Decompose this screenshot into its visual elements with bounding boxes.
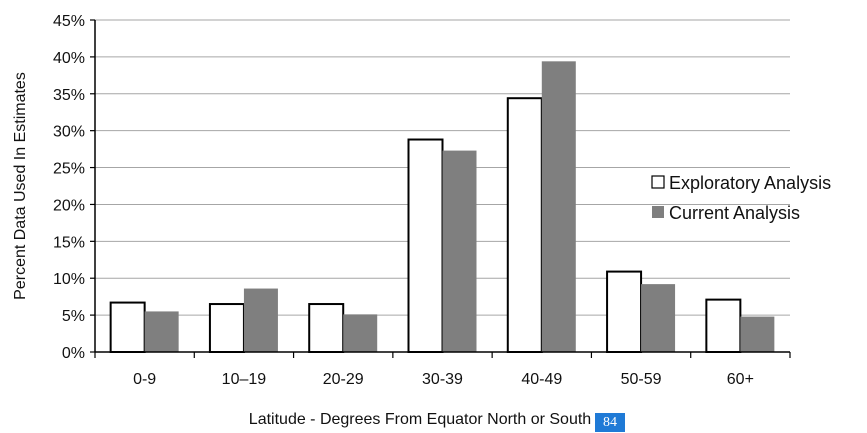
x-tick-labels: 0-9 10–19 20-29 30-39 40-49 50-59 60+ xyxy=(133,371,754,388)
legend: Exploratory Analysis Current Analysis xyxy=(651,173,831,223)
x-axis-title: Latitude - Degrees From Equator North or… xyxy=(249,411,591,428)
bar-exploratory-0 xyxy=(109,301,146,353)
y-axis-title: Percent Data Used In Estimates xyxy=(12,72,29,300)
bar-current-1 xyxy=(243,288,278,352)
bar-current-5 xyxy=(641,284,676,352)
page-number-badge: 84 xyxy=(595,413,625,432)
y-tick-label: 0% xyxy=(62,345,85,362)
bar-exploratory-6 xyxy=(705,298,742,353)
bar-current-0 xyxy=(144,311,179,352)
x-tick-label: 30-39 xyxy=(422,371,463,388)
bar-exploratory-2 xyxy=(308,303,345,353)
y-tick-label: 10% xyxy=(53,271,85,288)
bar-exploratory-3 xyxy=(407,138,444,353)
legend-label-exploratory: Exploratory Analysis xyxy=(669,173,831,193)
axes xyxy=(94,20,790,353)
legend-swatch-current xyxy=(652,206,664,218)
x-tick-label: 10–19 xyxy=(222,371,267,388)
y-tick-label: 5% xyxy=(62,308,85,325)
legend-label-current: Current Analysis xyxy=(669,203,800,223)
bars xyxy=(109,61,775,354)
legend-swatch-exploratory xyxy=(651,175,665,189)
y-tick-label: 25% xyxy=(53,161,85,178)
bar-current-4 xyxy=(541,61,576,353)
x-tick-label: 0-9 xyxy=(133,371,156,388)
x-tick-label: 40-49 xyxy=(521,371,562,388)
y-tick-label: 35% xyxy=(53,87,85,104)
bar-current-6 xyxy=(740,316,775,352)
bar-exploratory-1 xyxy=(208,303,245,353)
y-tick-label: 40% xyxy=(53,50,85,67)
bar-current-3 xyxy=(442,150,477,352)
bar-current-2 xyxy=(343,314,378,352)
x-tick-label: 20-29 xyxy=(323,371,364,388)
y-tick-label: 45% xyxy=(53,13,85,30)
y-tick-label: 30% xyxy=(53,124,85,141)
bar-exploratory-5 xyxy=(606,270,643,353)
x-tick-label: 60+ xyxy=(727,371,754,388)
y-tick-labels: 0% 5% 10% 15% 20% 25% 30% 35% 40% 45% xyxy=(53,13,85,362)
y-tick-label: 15% xyxy=(53,234,85,251)
bar-exploratory-4 xyxy=(506,97,543,354)
x-tick-label: 50-59 xyxy=(621,371,662,388)
y-tick-label: 20% xyxy=(53,197,85,214)
